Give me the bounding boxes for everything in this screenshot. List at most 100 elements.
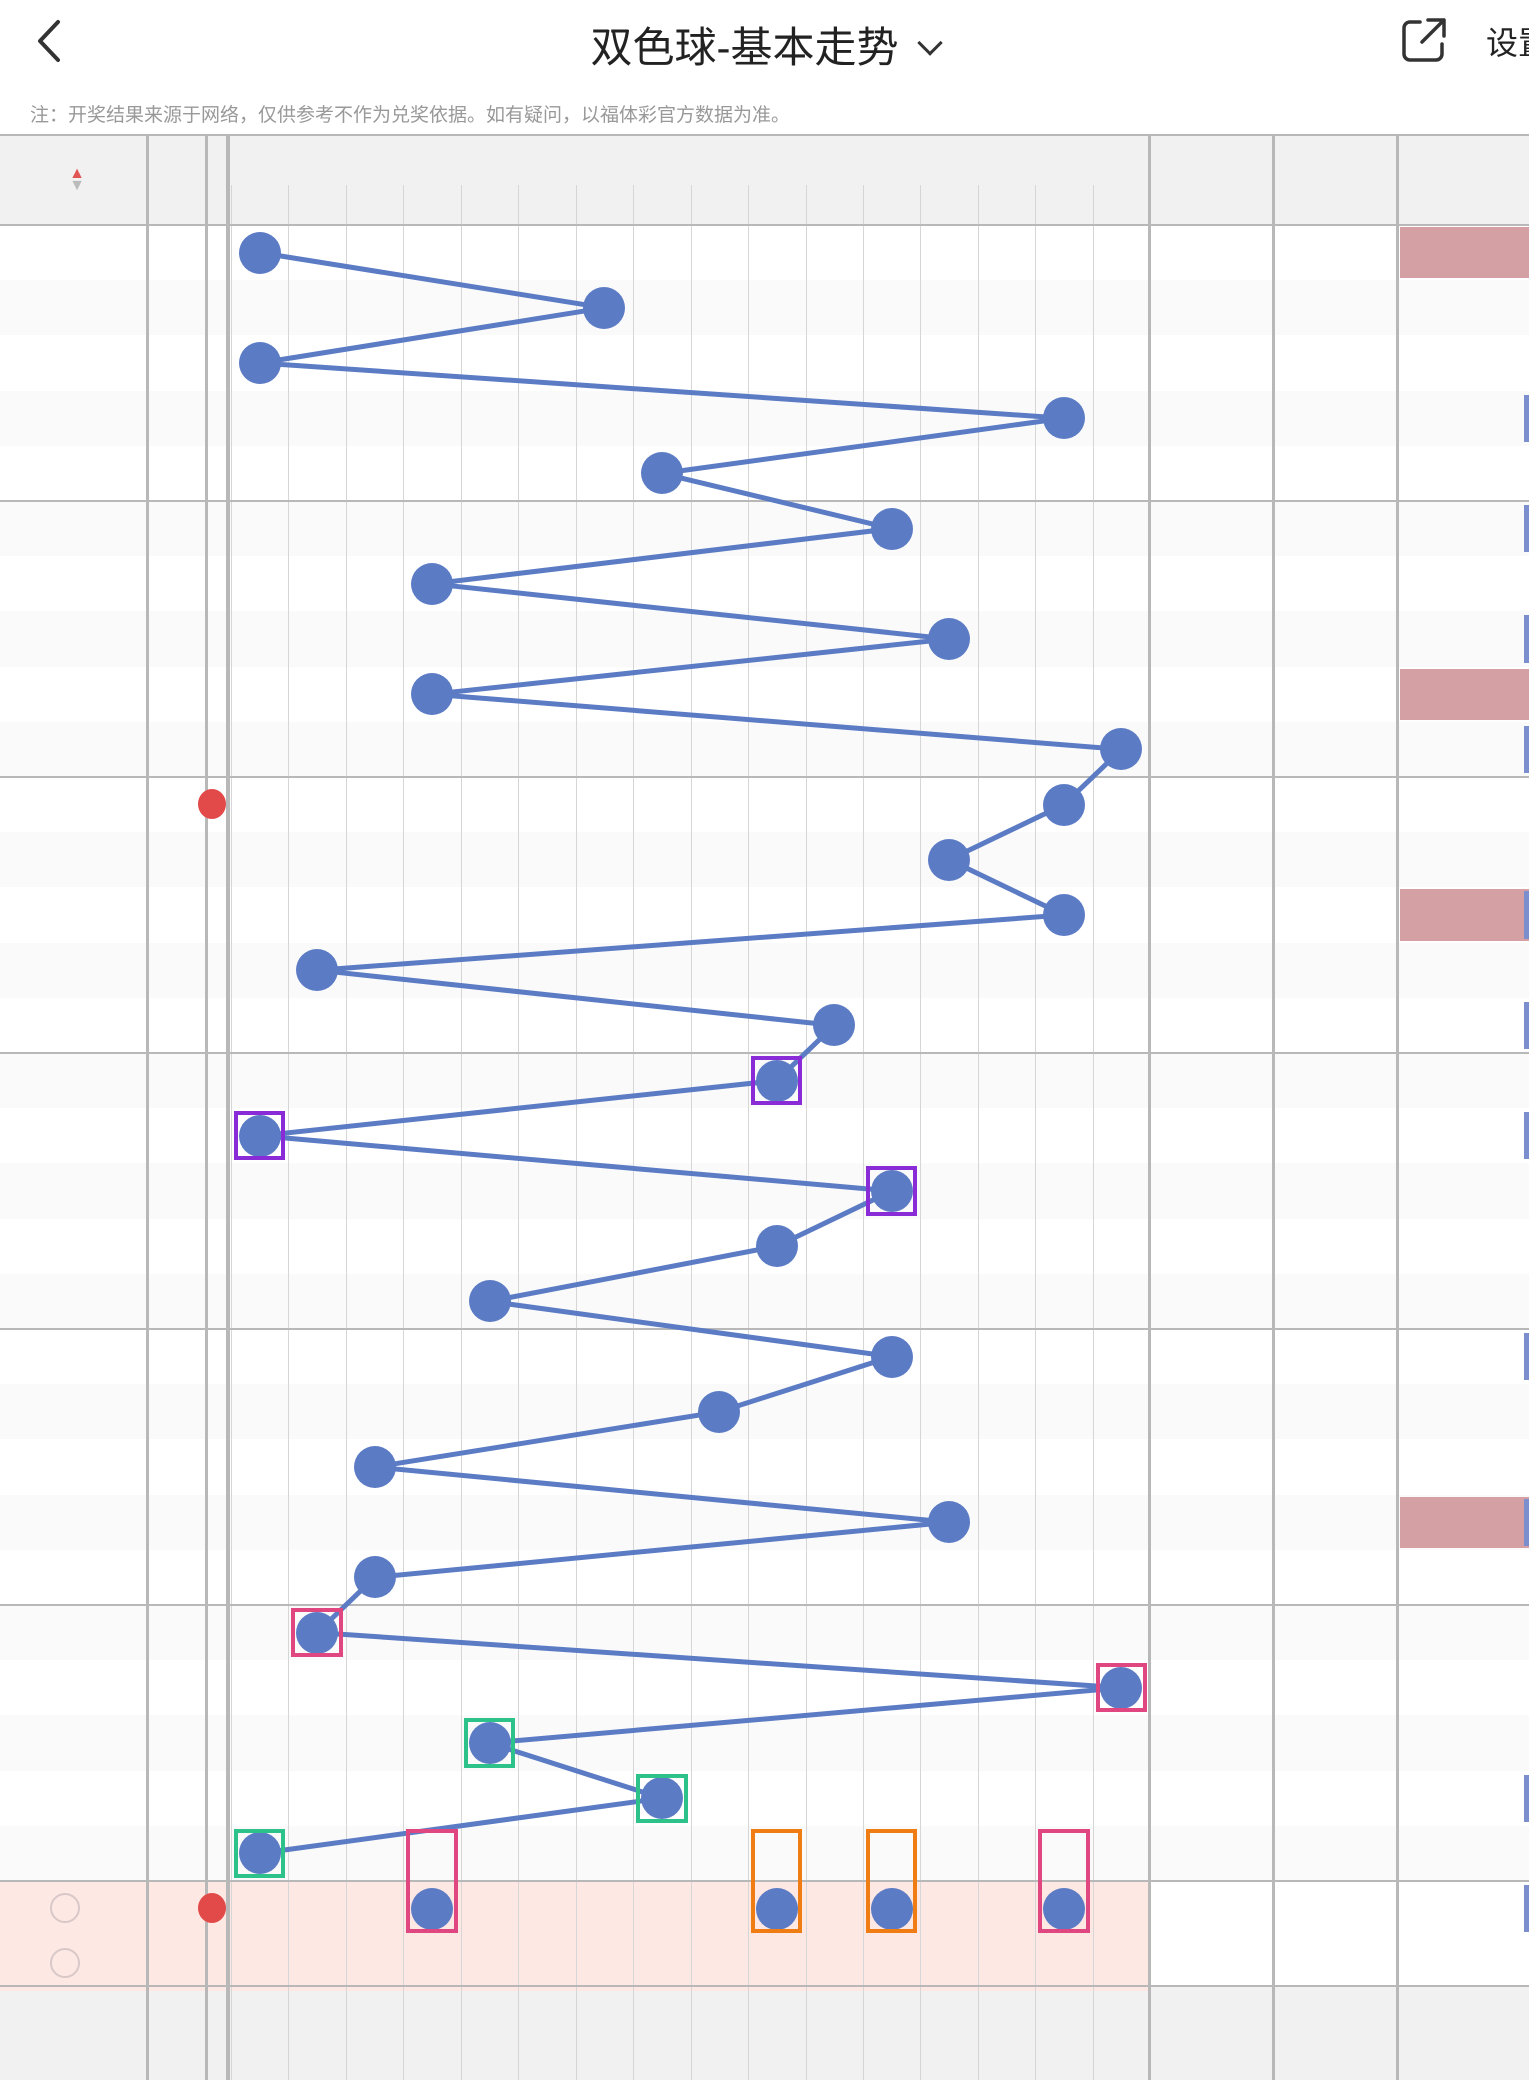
pick-number[interactable]: [231, 1936, 288, 1991]
pick-number[interactable]: [461, 1881, 518, 1936]
missing-count: [403, 943, 460, 998]
blue-ball: [238, 342, 281, 384]
missing-count: [691, 1329, 748, 1384]
missing-count: [691, 832, 748, 887]
pick-selected-ball[interactable]: [870, 1887, 913, 1930]
missing-count: [978, 1439, 1035, 1494]
issue-header[interactable]: ▲ ▼: [0, 135, 148, 225]
pick-number[interactable]: [346, 1936, 403, 1991]
pick-number[interactable]: [518, 1881, 575, 1936]
sum-value: [1150, 335, 1274, 390]
weekday-value: [148, 501, 205, 556]
missing-count: [576, 556, 633, 611]
grid-line: [288, 185, 290, 2080]
pick-number[interactable]: [806, 1936, 863, 1991]
missing-count: [231, 1274, 288, 1329]
ratio-value: [1398, 1715, 1529, 1770]
pick-radio-icon[interactable]: [50, 1948, 80, 1979]
missing-count: [461, 722, 518, 777]
partial-red-digit: [205, 611, 227, 666]
ratio-value: [1398, 1108, 1529, 1163]
pick-number[interactable]: [461, 1936, 518, 1991]
partial-red-digit: [205, 1826, 227, 1881]
pick-number[interactable]: [346, 1881, 403, 1936]
pick-number[interactable]: [1093, 1881, 1150, 1936]
pick-number[interactable]: [920, 1881, 977, 1936]
missing-count: [403, 1274, 460, 1329]
blue-ball: [928, 1501, 971, 1544]
back-arrow-icon[interactable]: [30, 16, 70, 66]
blue-ball: [928, 838, 971, 881]
pick-number[interactable]: [633, 1881, 690, 1936]
missing-count: [748, 1329, 805, 1384]
missing-count: [231, 556, 288, 611]
blue-ball: [238, 1832, 281, 1875]
sum-value: [1150, 1771, 1274, 1826]
pick-number[interactable]: [863, 1936, 920, 1991]
share-icon[interactable]: [1400, 16, 1448, 64]
ratio-header: [1398, 135, 1529, 225]
pick-selected-ball[interactable]: [755, 1887, 798, 1930]
pick-selected-ball[interactable]: [1043, 1887, 1086, 1930]
blue-col-header: [576, 180, 633, 225]
missing-count: [231, 1771, 288, 1826]
missing-count: [288, 446, 345, 501]
pick-radio-icon[interactable]: [50, 1893, 80, 1923]
missing-count: [920, 391, 977, 446]
pattern-box-pink: [406, 1828, 458, 1934]
pick-number[interactable]: [518, 1936, 575, 1991]
missing-count: [863, 556, 920, 611]
pick-selected-ball[interactable]: [411, 1887, 454, 1930]
sum-value: [1150, 667, 1274, 722]
ratio-value: [1398, 1605, 1529, 1660]
pick-number[interactable]: [748, 1936, 805, 1991]
settings-button[interactable]: 设置: [1486, 25, 1529, 61]
divider: [146, 135, 149, 2080]
missing-count: [1035, 1053, 1092, 1108]
pick-number[interactable]: [403, 1936, 460, 1991]
missing-count: [288, 998, 345, 1053]
pick-number[interactable]: [288, 1881, 345, 1936]
missing-count: [403, 998, 460, 1053]
missing-count: [461, 1660, 518, 1715]
weekday-value: [148, 1053, 205, 1108]
missing-count: [461, 1219, 518, 1274]
missing-count: [1035, 1108, 1092, 1163]
span-value: [1274, 556, 1398, 611]
pick-number[interactable]: [231, 1881, 288, 1936]
missing-count: [1035, 501, 1092, 556]
missing-count: [288, 1826, 345, 1881]
missing-count: [518, 722, 575, 777]
missing-count: [576, 943, 633, 998]
blue-ball: [870, 507, 913, 550]
issue-number: [0, 777, 148, 832]
ratio-highlight: [1400, 1496, 1529, 1548]
missing-count: [1093, 1715, 1150, 1770]
pick-number[interactable]: [978, 1881, 1035, 1936]
missing-count: [231, 1163, 288, 1218]
pick-number[interactable]: [288, 1936, 345, 1991]
sum-value: [1150, 1605, 1274, 1660]
pick-number[interactable]: [691, 1936, 748, 1991]
pick-number[interactable]: [633, 1936, 690, 1991]
missing-count: [288, 1108, 345, 1163]
missing-count: [403, 225, 460, 280]
missing-count: [978, 1550, 1035, 1605]
sort-icon[interactable]: ▲ ▼: [69, 165, 85, 194]
ratio-value: [1398, 501, 1529, 556]
pick-number[interactable]: [691, 1881, 748, 1936]
pick-number[interactable]: [576, 1881, 633, 1936]
pick-number[interactable]: [1035, 1936, 1092, 1991]
missing-count: [1093, 777, 1150, 832]
missing-count: [576, 1550, 633, 1605]
missing-count: [231, 280, 288, 335]
pick-number[interactable]: [1093, 1936, 1150, 1991]
pick-number[interactable]: [576, 1936, 633, 1991]
page-title[interactable]: 双色球-基本走势: [0, 14, 1529, 75]
pick-number[interactable]: [920, 1936, 977, 1991]
issue-number: [0, 1495, 148, 1550]
pick-number[interactable]: [978, 1936, 1035, 1991]
weekday-value: [148, 1274, 205, 1329]
row-side-accent: [1524, 1001, 1529, 1049]
pick-number[interactable]: [806, 1881, 863, 1936]
